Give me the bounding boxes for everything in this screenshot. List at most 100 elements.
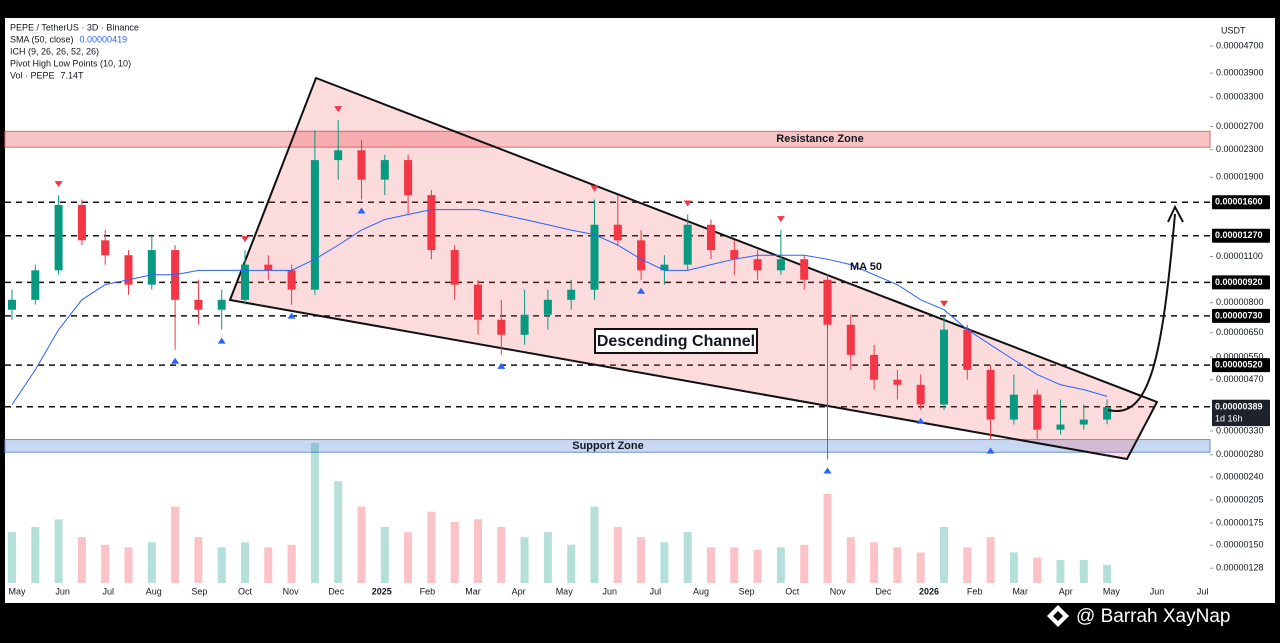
volume-bar: [776, 547, 785, 583]
x-tick-label: Nov: [830, 586, 847, 596]
candle-body: [520, 314, 529, 335]
y-tick-label: 0.00001100: [1216, 251, 1263, 261]
candle-body: [124, 255, 133, 285]
y-tick-label: 0.00000175: [1216, 517, 1264, 527]
x-tick-label: Sep: [191, 586, 207, 596]
volume-bar: [101, 544, 110, 583]
y-tick-label: 0.00000240: [1216, 472, 1264, 482]
candle-body: [846, 324, 855, 355]
candle-body: [986, 369, 995, 420]
candle-body: [916, 384, 925, 405]
y-tick-label: 0.00002300: [1216, 144, 1264, 154]
volume-bar: [916, 552, 925, 583]
candle-body: [1056, 424, 1065, 430]
y-tick-label: 0.00004700: [1216, 40, 1264, 50]
candle-body: [683, 224, 692, 265]
candle-body: [287, 270, 296, 290]
pivot-high: [334, 106, 343, 113]
candle-body: [590, 224, 599, 290]
level-tag: [1212, 275, 1270, 290]
candle-body: [823, 279, 832, 325]
volume-bar: [147, 542, 156, 583]
x-tick-label: Feb: [967, 586, 983, 596]
x-tick-label: May: [1103, 586, 1121, 596]
legend-name: Pivot High Low Points (10, 10): [10, 58, 131, 68]
volume-bar: [171, 506, 180, 583]
x-tick-label: Apr: [512, 586, 526, 596]
volume-bar: [241, 542, 249, 583]
zone-label: Resistance Zone: [776, 133, 863, 145]
candle-body: [357, 150, 366, 180]
pivot-low: [916, 417, 925, 424]
level-tag: [1212, 195, 1270, 210]
volume-bar: [753, 549, 762, 583]
background-layer: [4, 130, 1211, 583]
candle-body: [147, 250, 156, 285]
candle-body: [264, 264, 273, 271]
candle-body: [660, 264, 669, 271]
candle-body: [310, 160, 319, 290]
x-tick-label: 2026: [919, 586, 939, 596]
channel-label: Descending Channel: [597, 333, 755, 350]
candle-body: [800, 259, 809, 280]
sma-line: [11, 209, 1108, 405]
candle-body: [217, 299, 226, 310]
pivot-low: [287, 312, 296, 319]
volume-bar: [427, 511, 436, 583]
volume-bar: [1103, 564, 1112, 583]
channel-label-box: [594, 328, 758, 354]
legend-value: 7.14T: [61, 70, 85, 80]
volume-bar: [404, 532, 413, 583]
legend-name: SMA (50, close): [10, 34, 74, 44]
x-tick-label: Mar: [465, 586, 481, 596]
volume-bar: [474, 519, 482, 583]
price-tag: [1212, 400, 1270, 427]
x-tick-label: Apr: [1059, 586, 1073, 596]
candle-body: [404, 160, 413, 196]
volume-bar: [31, 527, 40, 583]
y-tick-label: 0.00000205: [1216, 494, 1264, 504]
volume-bar: [264, 547, 273, 583]
y-tick-label: 0.00000470: [1216, 374, 1264, 384]
x-tick-label: Dec: [328, 586, 345, 596]
y-tick-label: 0.00001900: [1216, 172, 1264, 182]
y-tick-label: 0.00002700: [1216, 121, 1264, 131]
watermark: @ Barrah XayNap: [1076, 606, 1230, 627]
candle-body: [450, 250, 459, 285]
foreground-layer: Resistance Zone Support Zone: [8, 106, 1112, 474]
volume-bar: [287, 544, 296, 583]
volume-bar: [870, 542, 879, 583]
pivot-low: [497, 362, 506, 369]
candle-body: [940, 329, 948, 405]
candle-body: [77, 204, 86, 241]
x-tick-label: Jul: [1197, 586, 1209, 596]
y-tick-label: 0.00000650: [1216, 327, 1264, 337]
x-tick-label: May: [8, 586, 26, 596]
x-tick-label: 2025: [372, 586, 392, 596]
candle-body: [893, 379, 902, 385]
volume-bar: [637, 537, 646, 583]
volume-bar: [1009, 552, 1018, 583]
x-tick-label: Aug: [146, 586, 162, 596]
zone: [4, 130, 1211, 148]
volume-bar: [380, 527, 389, 583]
zone-label: Support Zone: [572, 440, 644, 452]
candle-body: [1033, 394, 1042, 430]
candle-body: [543, 299, 552, 315]
volume-bar: [986, 537, 995, 583]
x-tick-label: Oct: [238, 586, 253, 596]
candle-body: [1103, 407, 1112, 420]
y-tick-label: 0.00001600: [1215, 197, 1263, 207]
x-tick-label: Mar: [1012, 586, 1028, 596]
x-tick-label: Dec: [875, 586, 892, 596]
candle-body: [567, 289, 576, 300]
candle-body: [1079, 419, 1088, 425]
chart-background: [5, 18, 1275, 603]
y-tick-label: 0.00000128: [1216, 563, 1264, 573]
volume-bar: [800, 544, 809, 583]
volume-bar: [963, 547, 972, 583]
legend-value: 0.00000419: [80, 34, 128, 44]
candle-body: [334, 150, 343, 161]
candle-body: [241, 264, 249, 300]
